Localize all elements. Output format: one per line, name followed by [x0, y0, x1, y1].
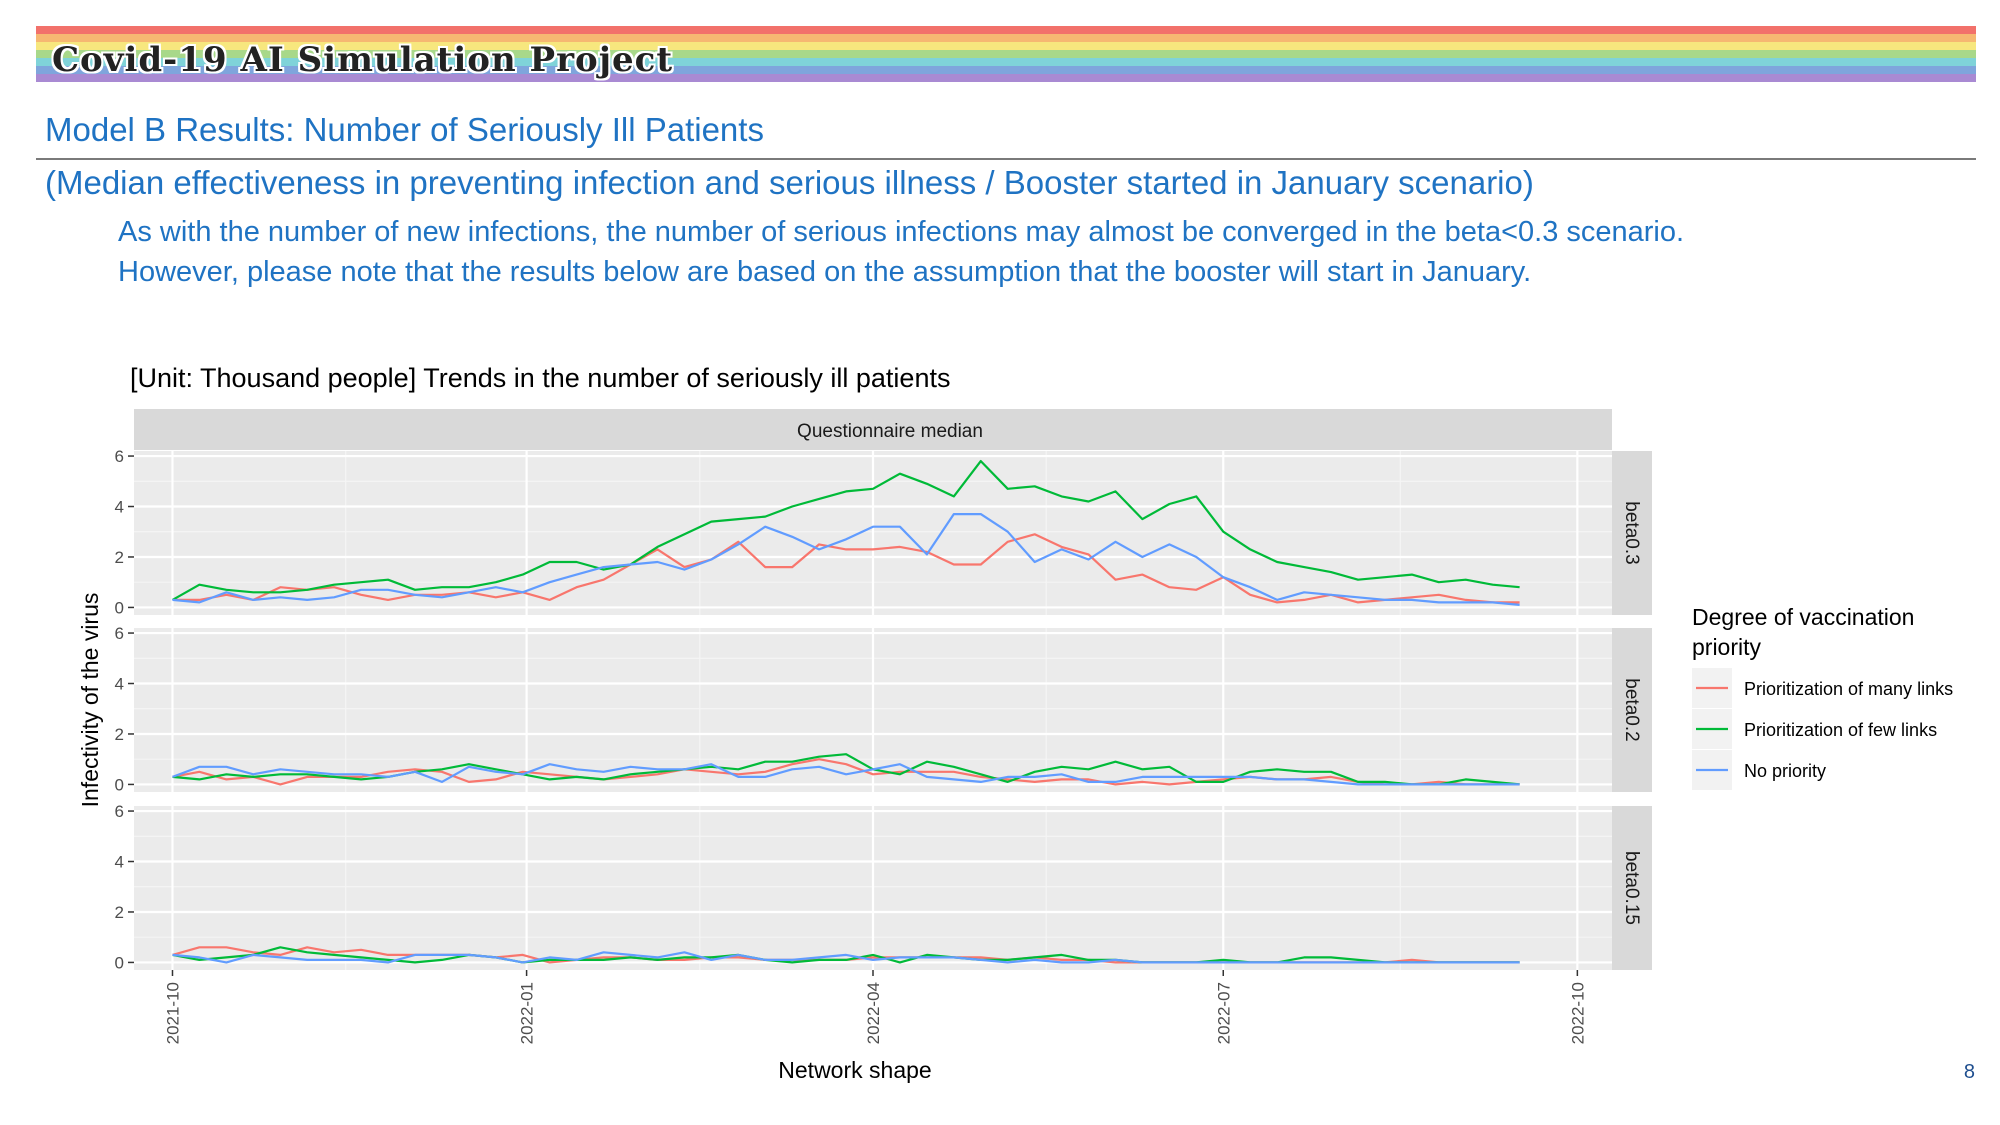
legend-entry-label: Prioritization of few links [1744, 720, 1937, 740]
y-tick-label: 2 [115, 903, 124, 922]
rainbow-banner [36, 26, 1976, 90]
x-axis-label: Network shape [778, 1057, 931, 1083]
page-number: 8 [1964, 1061, 1975, 1083]
y-tick-label: 6 [115, 624, 124, 643]
panel-beta0.15: 0 2 4 6 beta0.15 [115, 802, 1652, 972]
x-tick-label: 2022-10 [1568, 982, 1587, 1044]
facet-title: Questionnaire median [797, 421, 983, 442]
slide-title: Model B Results: Number of Seriously Ill… [45, 111, 764, 148]
series-line [171, 460, 1520, 601]
rainbow-stripe [36, 50, 1976, 58]
rainbow-stripe [36, 26, 1976, 34]
x-tick-label: 2022-04 [864, 982, 883, 1044]
rainbow-stripe [36, 34, 1976, 42]
slide-subtitle: (Median effectiveness in preventing infe… [45, 164, 1534, 201]
x-tick-label: 2022-07 [1214, 982, 1233, 1044]
legend: Degree of vaccination priority Prioritiza… [1692, 604, 1953, 790]
x-tick-label: 2022-01 [518, 982, 537, 1044]
x-tick-label: 2021-10 [163, 982, 182, 1044]
facet-strip [134, 409, 1612, 450]
y-tick-label: 2 [115, 548, 124, 567]
chart-title: [Unit: Thousand people] Trends in the nu… [130, 363, 950, 393]
y-tick-label: 2 [115, 725, 124, 744]
panel-beta0.2: 0 2 4 6 beta0.2 [115, 624, 1652, 794]
legend-title: Degree of vaccination priority [1692, 604, 1914, 660]
y-tick-label: 4 [115, 853, 124, 872]
legend-title-line-2: priority [1692, 634, 1762, 660]
y-tick-label: 4 [115, 675, 124, 694]
project-title: Covid-19 AI Simulation Project [52, 40, 674, 80]
series-line [172, 763, 1520, 786]
series-line [172, 512, 1520, 606]
row-strip-label: beta0.2 [1621, 678, 1642, 741]
rainbow-stripe [36, 58, 1976, 66]
y-tick-label: 6 [115, 447, 124, 466]
series-line [172, 533, 1520, 604]
row-strip [1612, 628, 1652, 792]
row-strip [1612, 451, 1652, 615]
rainbow-stripe [36, 42, 1976, 50]
y-tick-label: 0 [115, 775, 124, 794]
y-tick-label: 0 [115, 598, 124, 617]
body-line-2: However, please note that the results be… [118, 256, 1532, 288]
body-line-1: As with the number of new infections, th… [118, 216, 1685, 248]
y-tick-label: 0 [115, 953, 124, 972]
legend-entry-label: Prioritization of many links [1744, 679, 1953, 699]
series-line [172, 951, 1520, 964]
y-axis-label: Infectivity of the virus [77, 593, 103, 808]
y-tick-label: 4 [115, 498, 124, 517]
rainbow-stripe [36, 74, 1976, 82]
panel-beta0.3: 0 2 4 6 beta0.3 [115, 447, 1652, 617]
row-strip-label: beta0.15 [1621, 851, 1642, 925]
rainbow-stripe [36, 66, 1976, 74]
row-strip-label: beta0.3 [1621, 501, 1642, 564]
row-strip [1612, 806, 1652, 970]
title-divider [36, 158, 1976, 160]
legend-title-line-1: Degree of vaccination [1692, 604, 1914, 630]
y-tick-label: 6 [115, 802, 124, 821]
legend-entry-label: No priority [1744, 761, 1826, 781]
